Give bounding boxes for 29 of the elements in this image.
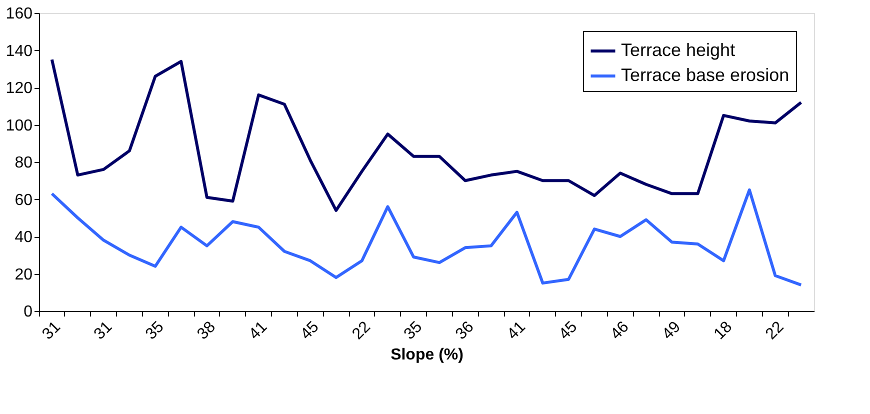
line-series [50, 58, 803, 212]
x-tick-label: 45 [298, 318, 322, 344]
x-tick-label: 41 [246, 318, 271, 344]
y-tick-label: 80 [14, 154, 33, 172]
y-tick-label: 120 [6, 80, 33, 97]
x-tick-label: 22 [349, 318, 374, 344]
legend-label: Terrace base erosion [621, 65, 790, 85]
x-tick-label: 35 [401, 318, 426, 344]
x-tick-label: 49 [659, 318, 684, 344]
x-tick-label: 45 [556, 318, 581, 344]
y-tick-label: 20 [14, 266, 33, 284]
x-tick-label: 31 [91, 318, 116, 344]
x-tick-label: 36 [452, 318, 478, 344]
y-tick-label: 160 [6, 6, 33, 22]
y-tick-label: 60 [14, 192, 33, 209]
x-tick-label: 35 [142, 318, 168, 344]
legend-label: Terrace height [621, 40, 736, 60]
y-tick-label: 0 [24, 304, 33, 320]
y-tick-label: 140 [6, 42, 33, 60]
y-tick-label: 40 [14, 229, 33, 246]
x-tick-label: 18 [711, 318, 736, 344]
x-tick-label: 22 [762, 318, 788, 344]
x-tick-label: 46 [608, 318, 632, 344]
x-tick-label: 41 [504, 318, 530, 344]
x-tick-label: 38 [194, 318, 220, 344]
y-tick-label: 100 [6, 117, 33, 134]
x-axis-title: Slope (%) [390, 346, 464, 364]
line-series [50, 188, 803, 286]
x-tick-label: 31 [39, 318, 64, 344]
